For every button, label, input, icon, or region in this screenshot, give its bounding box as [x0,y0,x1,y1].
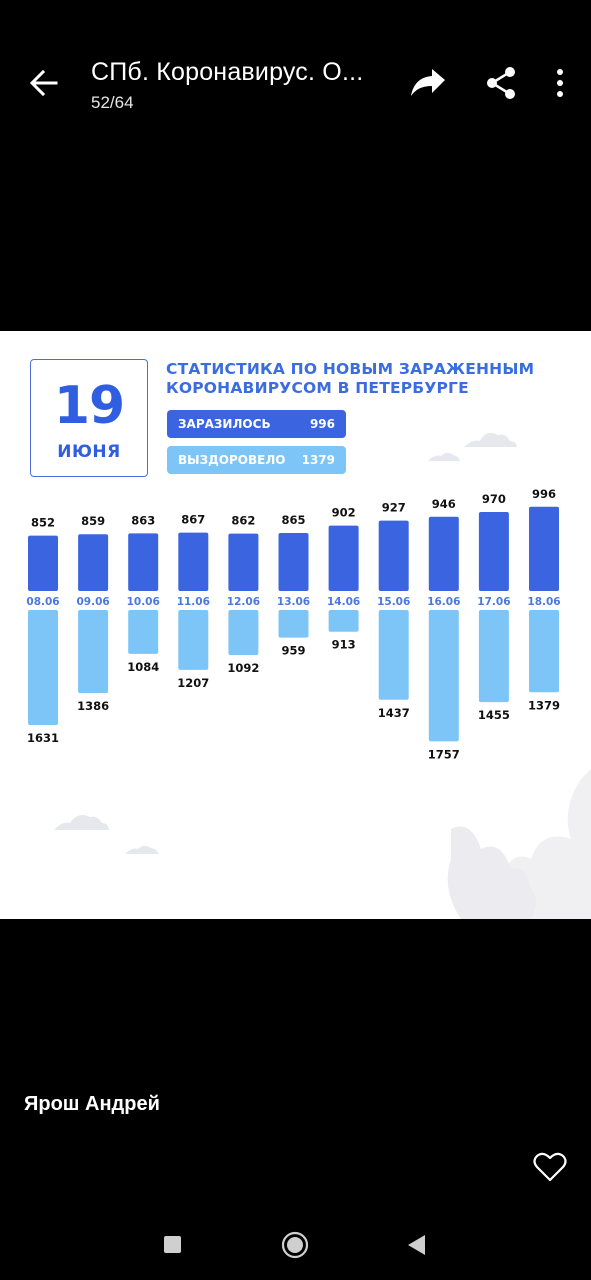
recovered-value-label: 913 [332,638,356,652]
infected-bar [78,534,109,591]
date-tick-label: 09.06 [76,596,109,608]
date-box: 19 ИЮНЯ [30,359,148,477]
recovered-bar [478,610,509,703]
recovered-bar [428,610,459,742]
recovered-bar [28,610,58,726]
infected-bar [428,516,459,591]
recovered-bar [378,610,409,700]
recovered-value-label: 959 [281,644,305,658]
date-day: 19 [53,376,125,436]
date-tick-label: 10.06 [127,596,160,608]
leaf-decoration [447,769,591,919]
recovered-value-label: 1084 [127,660,159,674]
recovered-value-label: 1757 [428,747,460,761]
date-tick-label: 14.06 [327,596,360,608]
infected-value-label: 996 [532,487,556,501]
recovered-value: 1379 [301,453,335,467]
infected-value-label: 859 [81,514,105,528]
recovered-label: ВЫЗДОРОВЕЛО [178,453,286,467]
infected-bar [228,533,259,591]
date-tick-label: 16.06 [427,596,460,608]
share-nodes-icon[interactable] [485,66,517,100]
infected-value-label: 927 [382,501,406,515]
date-tick-label: 18.06 [527,596,560,608]
infected-value-label: 902 [332,506,356,520]
album-title: СПб. Коронавирус. О... [91,58,364,86]
author-name[interactable]: Ярош Андрей [24,1093,160,1115]
recovered-bar [128,610,159,654]
date-tick-label: 13.06 [277,596,310,608]
infected-bar [378,520,409,591]
infected-value-label: 970 [482,492,506,506]
infographic-image[interactable]: 19 ИЮНЯ СТАТИСТИКА ПО НОВЫМ ЗАРАЖЕННЫМ К… [0,331,591,919]
recovered-bar [328,610,359,632]
cloud-decoration [464,433,517,447]
infected-bar [28,535,58,591]
recovered-bar [78,610,109,694]
title-line-2: КОРОНАВИРУСОМ В ПЕТЕРБУРГЕ [166,379,469,397]
infected-bar [178,532,209,591]
recovered-pill: ВЫЗДОРОВЕЛО 1379 [167,446,346,474]
date-tick-label: 15.06 [377,596,410,608]
recovered-bar [228,610,259,655]
infected-bar [328,525,359,591]
infected-label: ЗАРАЗИЛОСЬ [178,417,271,431]
top-bar: СПб. Коронавирус. О... 52/64 [0,0,591,130]
arrow-left-icon[interactable] [26,66,60,100]
cloud-decoration [428,452,460,461]
heart-outline-icon[interactable] [533,1151,567,1183]
bar-chart: 852 08.06 1631 859 09.06 1386 863 10.06 1084 867 1… [26,487,560,762]
home-circle-icon[interactable] [281,1231,309,1259]
infected-value-label: 863 [131,513,155,527]
infographic-title: СТАТИСТИКА ПО НОВЫМ ЗАРАЖЕННЫМ КОРОНАВИР… [166,360,546,398]
title-line-1: СТАТИСТИКА ПО НОВЫМ ЗАРАЖЕННЫМ [166,360,535,378]
cloud-decoration [54,815,109,830]
recovered-value-label: 1631 [27,731,59,745]
recovered-bar [178,610,209,670]
recovered-value-label: 1092 [227,661,259,675]
recovered-value-label: 1386 [77,699,109,713]
infected-bar [278,533,309,591]
infected-value: 996 [309,417,335,431]
date-tick-label: 12.06 [227,596,260,608]
cloud-decoration [125,845,159,854]
more-vertical-icon[interactable] [548,66,572,100]
date-month: ИЮНЯ [57,442,121,462]
infected-bar [128,533,159,591]
infected-bar [478,512,509,591]
recovered-bar [278,610,309,638]
recovered-value-label: 1207 [177,676,209,690]
recovered-bar [529,610,559,693]
recents-square-icon[interactable] [164,1236,181,1253]
infected-value-label: 862 [231,514,255,528]
date-tick-label: 11.06 [177,596,210,608]
date-tick-label: 08.06 [26,596,59,608]
share-forward-icon[interactable] [409,66,447,100]
recovered-value-label: 1455 [478,708,510,722]
infected-value-label: 852 [31,516,55,530]
infected-value-label: 865 [281,513,305,527]
infected-pill: ЗАРАЗИЛОСЬ 996 [167,410,346,438]
recovered-value-label: 1437 [378,706,410,720]
back-triangle-icon[interactable] [405,1233,427,1257]
infected-value-label: 946 [432,497,456,511]
recovered-value-label: 1379 [528,698,560,712]
date-tick-label: 17.06 [477,596,510,608]
photo-counter: 52/64 [91,93,134,112]
infected-bar [529,506,559,591]
infected-value-label: 867 [181,513,205,527]
